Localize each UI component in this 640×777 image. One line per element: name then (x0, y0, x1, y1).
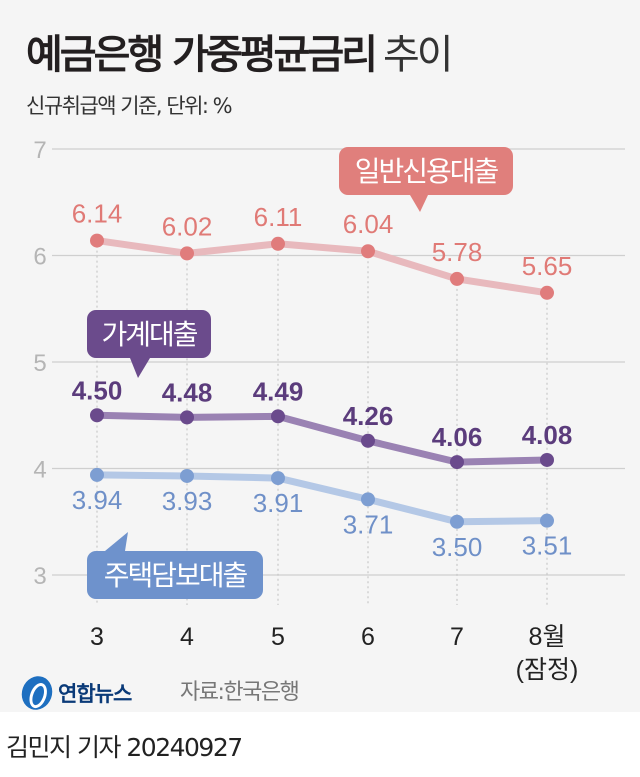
data-label: 4.08 (522, 420, 573, 450)
y-tick-label: 7 (33, 137, 46, 164)
legend-callout-pointer (105, 532, 128, 551)
data-point (271, 409, 285, 424)
x-tick-label: 6 (361, 623, 375, 651)
legend-callout-pointer (410, 195, 428, 212)
data-label: 6.04 (343, 209, 394, 239)
chart-title: 예금은행 가중평균금리 추이 (26, 22, 454, 80)
data-point (180, 246, 194, 261)
data-point (271, 471, 285, 486)
chart-subtitle: 신규취급액 기준, 단위: % (26, 94, 233, 118)
data-point (90, 233, 104, 248)
data-label: 3.94 (72, 485, 123, 515)
data-point (271, 236, 285, 251)
data-label: 5.78 (432, 237, 483, 267)
legend-callout-box (87, 310, 211, 358)
data-label: 5.65 (522, 251, 573, 281)
x-tick-label: 7 (450, 623, 464, 651)
data-label: 4.49 (253, 376, 304, 406)
data-label: 3.91 (253, 488, 304, 518)
data-label: 3.71 (343, 509, 394, 539)
data-label: 4.50 (72, 375, 123, 405)
data-point (361, 244, 375, 259)
legend-callout-pointer (130, 358, 150, 378)
data-label: 4.48 (162, 377, 213, 407)
data-label: 3.51 (522, 531, 573, 561)
data-label: 6.11 (254, 202, 303, 232)
line-chart: 3 4 5 6 7 3 4 5 6 7 8월 (잠정) 6.14 6.02 6.11 6.04 5.78 5.65… (33, 137, 625, 684)
x-tick-label: 3 (90, 623, 104, 651)
yonhap-logo-icon (17, 671, 57, 715)
legend-callout-box (339, 147, 513, 195)
data-point (450, 271, 464, 286)
y-tick-label: 3 (33, 563, 46, 590)
x-tick-label: 4 (180, 623, 194, 651)
y-tick-label: 5 (33, 350, 46, 377)
y-tick-label: 6 (33, 244, 46, 271)
legend-label: 일반신용대출 (355, 155, 499, 188)
data-point (90, 467, 104, 482)
title-suffix: 추이 (382, 32, 454, 78)
data-point (540, 513, 554, 528)
data-label: 4.06 (432, 422, 483, 452)
data-point (180, 468, 194, 483)
data-point (450, 514, 464, 529)
data-point (540, 285, 554, 300)
legend-label: 가계대출 (101, 318, 197, 351)
series-line-0 (96, 237, 548, 297)
source-note: 자료:한국은행 (180, 680, 300, 705)
data-point (90, 408, 104, 423)
data-point (361, 433, 375, 448)
byline: 김민지 기자 20240927 (6, 733, 243, 762)
data-point (540, 452, 554, 467)
legend-label: 주택담보대출 (104, 559, 248, 592)
title-main: 예금은행 가중평균금리 (26, 32, 378, 78)
data-point (361, 492, 375, 507)
data-label: 4.26 (343, 401, 394, 431)
y-tick-label: 4 (33, 457, 46, 484)
data-point (450, 455, 464, 470)
series-line-1 (96, 411, 548, 466)
data-label: 3.50 (432, 532, 483, 562)
series-line-2 (96, 471, 548, 526)
data-point (180, 410, 194, 425)
data-label: 3.93 (162, 486, 213, 516)
data-label: 6.14 (72, 199, 123, 229)
legend-callout-box (87, 551, 263, 599)
data-label: 6.02 (162, 211, 213, 241)
x-tick-label: 8월 (잠정) (516, 623, 579, 684)
yonhap-logo: 연합뉴스 (17, 671, 132, 715)
logo-text: 연합뉴스 (58, 682, 132, 706)
x-tick-label: 5 (271, 623, 285, 651)
